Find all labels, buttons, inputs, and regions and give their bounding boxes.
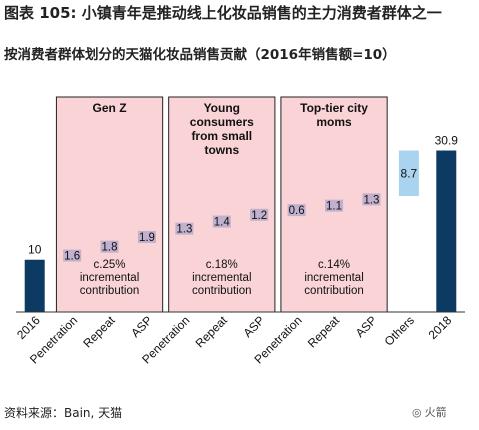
segment-title-2: Top-tier city moms (300, 101, 368, 129)
bar-others (398, 150, 419, 196)
source-note: 资料来源：Bain, 天猫 (4, 406, 123, 420)
marker-penetration (287, 204, 306, 217)
marker-asp (250, 208, 269, 221)
data-label: 1.9 (139, 232, 155, 244)
x-tick-label: Repeat (305, 313, 343, 351)
marker-penetration (175, 222, 194, 235)
x-tick-label: ASP (128, 313, 155, 340)
x-tick-label: Others (382, 313, 417, 348)
data-label: 0.6 (289, 205, 305, 217)
segment-title-1: Young consumers from small towns (190, 101, 254, 157)
x-tick-label: 2018 (426, 313, 455, 342)
bar-2016 (24, 259, 45, 312)
marker-asp (137, 231, 156, 244)
watermark: ◎ 火箭 (412, 404, 447, 420)
data-label: 10 (28, 243, 42, 257)
marker-repeat (212, 215, 231, 228)
segment-contribution-0: c.25% incremental contribution (80, 259, 139, 297)
chart-subtitle: 按消费者群体划分的天猫化妆品销售贡献（2016年销售额=10） (4, 47, 396, 63)
chart-title: 图表 105: 小镇青年是推动线上化妆品销售的主力消费者群体之一 (4, 4, 442, 22)
segment-title-0: Gen Z (93, 101, 127, 115)
x-tick-label: 2016 (14, 313, 43, 342)
data-label: 1.3 (363, 194, 379, 206)
marker-repeat (325, 199, 344, 212)
segment-contribution-2: c.14% incremental contribution (304, 259, 363, 297)
data-label: 30.9 (435, 134, 459, 148)
segment-contribution-1: c.18% incremental contribution (192, 259, 251, 297)
data-label: 1.6 (64, 251, 80, 263)
marker-penetration (63, 249, 82, 262)
data-label: 1.4 (214, 217, 231, 229)
x-tick-label: Repeat (80, 313, 118, 351)
watermark-text: 火箭 (424, 406, 447, 419)
segment-box-0 (55, 96, 164, 313)
x-tick-label: ASP (240, 313, 267, 340)
marker-asp (362, 193, 381, 206)
bar-2018 (436, 150, 457, 312)
segment-box-1 (168, 96, 276, 313)
data-label: 1.1 (326, 201, 342, 213)
data-label: 1.2 (251, 210, 267, 222)
data-label: 1.8 (102, 242, 118, 254)
x-tick-label: Repeat (193, 313, 231, 351)
data-label: 8.7 (401, 166, 418, 180)
data-label: 1.3 (176, 224, 192, 236)
marker-repeat (100, 240, 119, 253)
watermark-logo-icon: ◎ (412, 406, 422, 419)
x-tick-label: ASP (353, 313, 380, 340)
